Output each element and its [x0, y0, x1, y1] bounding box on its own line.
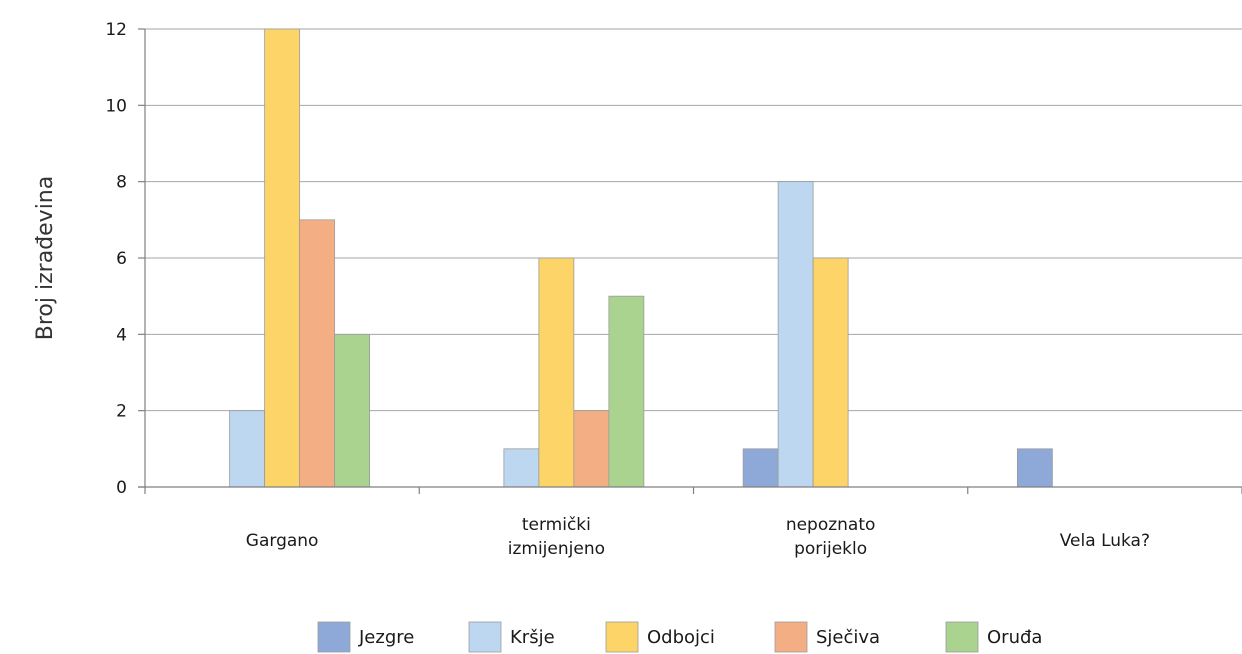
y-tick-labels: 0 2 4 6 8 10 12 [105, 20, 127, 498]
legend-swatch-jezgre [317, 621, 351, 653]
legend-swatch-oruđa [945, 621, 979, 653]
bar-jezgre-4 [1016, 448, 1053, 488]
x-category-label: termički [522, 515, 591, 535]
bar-oruđa-1 [334, 333, 371, 488]
bar-odbojci-3 [812, 257, 849, 488]
x-category-labels: Gargano termički izmijenjeno nepoznato porij… [246, 515, 1150, 559]
bars [229, 28, 1053, 488]
y-tick-label: 8 [116, 173, 127, 193]
bar-oruđa-2 [608, 295, 645, 488]
y-tick-label: 2 [116, 402, 127, 422]
axes [138, 28, 1242, 494]
y-tick-label: 6 [116, 249, 127, 269]
x-category-label: porijeklo [794, 539, 867, 559]
bar-jezgre-3 [742, 448, 779, 488]
y-tick-label: 12 [105, 20, 127, 40]
bar-odbojci-1 [264, 28, 301, 488]
bar-kršje-2 [503, 448, 540, 488]
y-tick-label: 4 [116, 325, 127, 345]
y-axis-label: Broj izrađevina [33, 176, 58, 340]
legend-label: Sječiva [816, 627, 880, 648]
legend-swatch-odbojci [605, 621, 639, 653]
legend-label: Jezgre [358, 627, 414, 648]
x-category-label: nepoznato [786, 515, 876, 535]
x-category-label: Gargano [246, 531, 319, 551]
y-tick-label: 10 [105, 96, 127, 116]
x-category-label: Vela Luka? [1060, 531, 1150, 551]
bar-kršje-3 [777, 181, 814, 488]
bar-kršje-1 [229, 410, 266, 488]
legend-swatch-sječiva [774, 621, 808, 653]
legend-label: Kršje [510, 627, 555, 648]
x-category-label: izmijenjeno [508, 539, 605, 559]
legend: Jezgre Kršje Odbojci Sječiva Oruđa [317, 621, 1042, 653]
bar-sječiva-1 [299, 219, 336, 488]
legend-label: Odbojci [647, 627, 715, 648]
bar-odbojci-2 [538, 257, 575, 488]
legend-swatch-kršje [468, 621, 502, 653]
bar-sječiva-2 [573, 410, 610, 488]
legend-label: Oruđa [987, 627, 1042, 648]
y-tick-label: 0 [116, 478, 127, 498]
